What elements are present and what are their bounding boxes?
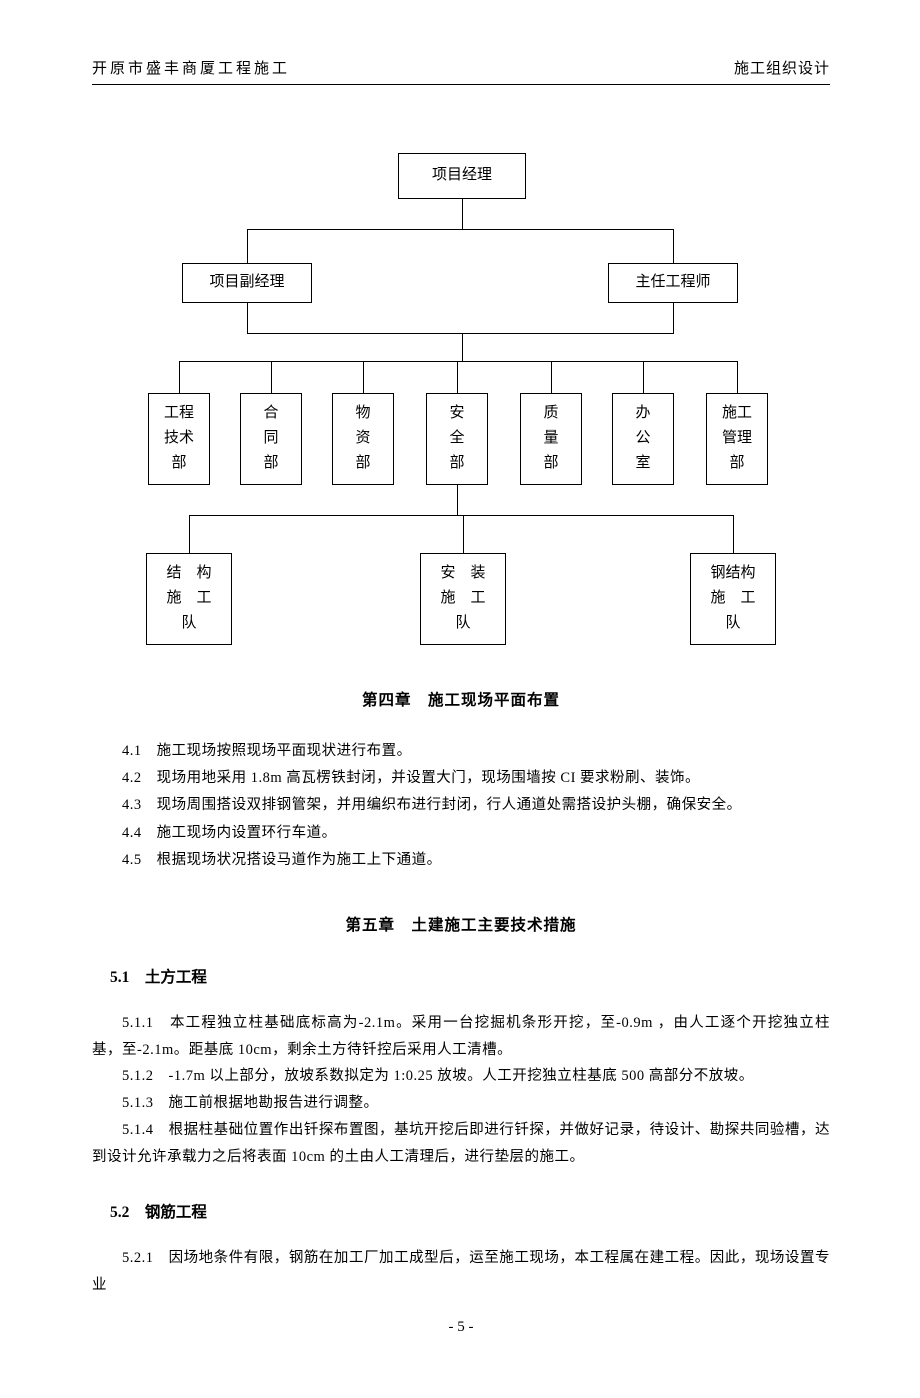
node-line: 量: [543, 426, 558, 451]
node-line: 合: [263, 401, 278, 426]
chapter4-title: 第四章 施工现场平面布置: [92, 691, 830, 711]
node-line: 部: [263, 451, 278, 476]
chart-line: [189, 515, 733, 516]
node-line: 物: [355, 401, 370, 426]
node-line: 室: [635, 451, 650, 476]
node-dept-contract: 合 同 部: [240, 393, 302, 485]
chart-line: [247, 229, 673, 230]
node-team-structure: 结 构 施 工 队: [146, 553, 232, 645]
node-line: 队: [725, 611, 740, 636]
ch4-item: 4.1 施工现场按照现场平面现状进行布置。: [122, 739, 830, 764]
node-line: 部: [449, 451, 464, 476]
node-dept-construction-mgmt: 施工 管理 部: [706, 393, 768, 485]
chart-line: [673, 229, 674, 263]
node-dept-engineering: 工程 技术 部: [148, 393, 210, 485]
node-dept-quality: 质 量 部: [520, 393, 582, 485]
chart-line: [643, 361, 644, 393]
header-right: 施工组织设计: [734, 60, 830, 80]
page-number: - 5 -: [92, 1318, 830, 1338]
chart-line: [247, 229, 248, 263]
chart-line: [673, 303, 674, 333]
ch4-item: 4.3 现场周围搭设双排钢管架，并用编织布进行封闭，行人通道处需搭设护头棚，确保…: [122, 793, 830, 818]
para-5-2-1: 5.2.1 因场地条件有限，钢筋在加工厂加工成型后，运至施工现场，本工程属在建工…: [92, 1245, 830, 1299]
node-line: 管理: [722, 426, 752, 451]
ch4-item: 4.4 施工现场内设置环行车道。: [122, 821, 830, 846]
node-project-manager: 项目经理: [398, 153, 526, 199]
node-label: 项目副经理: [209, 270, 284, 295]
node-label: 主任工程师: [635, 270, 710, 295]
node-line: 结 构: [166, 561, 211, 586]
org-chart: 项目经理 项目副经理 主任工程师 工程 技术 部 合 同 部 物 资 部 安 全…: [92, 153, 832, 653]
node-line: 公: [635, 426, 650, 451]
node-line: 部: [729, 451, 744, 476]
para-5-1-1: 5.1.1 本工程独立柱基础底标高为-2.1m。采用一台挖掘机条形开挖，至-0.…: [92, 1010, 830, 1064]
node-dept-office: 办 公 室: [612, 393, 674, 485]
node-line: 工程: [164, 401, 194, 426]
node-line: 队: [455, 611, 470, 636]
chart-line: [551, 361, 552, 393]
chart-line: [247, 333, 674, 334]
node-line: 同: [263, 426, 278, 451]
node-line: 队: [181, 611, 196, 636]
node-line: 办: [635, 401, 650, 426]
para-5-1-2: 5.1.2 -1.7m 以上部分，放坡系数拟定为 1:0.25 放坡。人工开挖独…: [92, 1063, 830, 1090]
para-5-1-3: 5.1.3 施工前根据地勘报告进行调整。: [92, 1090, 830, 1117]
node-dept-safety: 安 全 部: [426, 393, 488, 485]
node-label: 项目经理: [432, 163, 492, 188]
node-line: 施 工: [440, 586, 485, 611]
node-chief-engineer: 主任工程师: [608, 263, 738, 303]
node-team-steel: 钢结构 施 工 队: [690, 553, 776, 645]
chart-line: [462, 199, 463, 229]
node-team-installation: 安 装 施 工 队: [420, 553, 506, 645]
node-line: 资: [355, 426, 370, 451]
node-line: 安: [449, 401, 464, 426]
node-line: 部: [355, 451, 370, 476]
section-5-1-title: 5.1 土方工程: [110, 968, 830, 988]
section-5-2-title: 5.2 钢筋工程: [110, 1203, 830, 1223]
node-deputy-manager: 项目副经理: [182, 263, 312, 303]
chart-line: [457, 485, 458, 515]
chart-line: [737, 361, 738, 393]
node-line: 钢结构: [710, 561, 755, 586]
chart-line: [271, 361, 272, 393]
ch4-item: 4.5 根据现场状况搭设马道作为施工上下通道。: [122, 848, 830, 873]
chart-line: [189, 515, 190, 553]
node-line: 部: [543, 451, 558, 476]
node-line: 施工: [722, 401, 752, 426]
chart-line: [457, 361, 458, 393]
node-line: 施 工: [166, 586, 211, 611]
chart-line: [363, 361, 364, 393]
chart-line: [462, 333, 463, 361]
node-dept-material: 物 资 部: [332, 393, 394, 485]
chart-line: [247, 303, 248, 333]
node-line: 施 工: [710, 586, 755, 611]
chart-line: [179, 361, 180, 393]
chart-line: [733, 515, 734, 553]
header-left: 开原市盛丰商厦工程施工: [92, 60, 290, 80]
node-line: 技术: [164, 426, 194, 451]
chart-line: [463, 515, 464, 553]
node-line: 全: [449, 426, 464, 451]
node-line: 质: [543, 401, 558, 426]
chapter5-title: 第五章 土建施工主要技术措施: [92, 916, 830, 936]
para-5-1-4: 5.1.4 根据柱基础位置作出钎探布置图，基坑开挖后即进行钎探，并做好记录，待设…: [92, 1117, 830, 1171]
node-line: 部: [171, 451, 186, 476]
node-line: 安 装: [440, 561, 485, 586]
ch4-item: 4.2 现场用地采用 1.8m 高瓦楞铁封闭，并设置大门，现场围墙按 CI 要求…: [122, 766, 830, 791]
